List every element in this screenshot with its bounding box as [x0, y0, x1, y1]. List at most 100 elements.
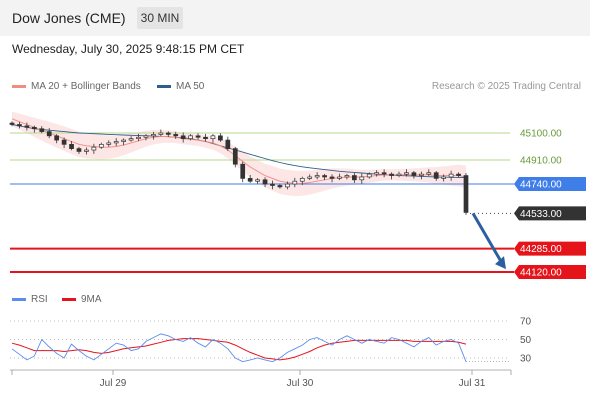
candle-body-7: [61, 139, 67, 145]
candle-body-17: [136, 136, 141, 140]
candle-body-41: [314, 175, 320, 178]
candle-body-36: [277, 185, 283, 188]
candle-1: [17, 121, 22, 129]
rsi-tick-30: 30: [520, 354, 532, 365]
candle-body-9: [76, 148, 82, 152]
candle-body-13: [106, 142, 112, 145]
candle-11: [91, 143, 97, 154]
candle-26: [203, 133, 208, 142]
candle-12: [98, 142, 104, 149]
candle-body-40: [307, 176, 313, 179]
candle-54: [411, 171, 417, 179]
candle-body-50: [381, 172, 387, 175]
legend-ma20: MA 20 + Bollinger Bands: [12, 81, 141, 92]
candle-body-34: [262, 179, 268, 185]
candle-body-49: [374, 172, 380, 175]
level-label-3: 44533.00: [520, 209, 562, 220]
candle-body-45: [344, 175, 350, 178]
candle-body-28: [218, 135, 223, 141]
candle-body-47: [359, 176, 365, 181]
candle-0: [9, 121, 15, 127]
candle-body-52: [396, 173, 402, 176]
candle-body-6: [54, 135, 60, 141]
candle-18: [143, 134, 149, 141]
candle-body-16: [128, 138, 134, 141]
candle-body-27: [210, 135, 216, 140]
candle-53: [404, 169, 409, 177]
candle-42: [322, 173, 327, 181]
candle-body-58: [441, 176, 447, 179]
level-label-1: 44910.00: [520, 155, 562, 166]
level-label-5: 44120.00: [520, 268, 562, 279]
candle-7: [61, 137, 67, 149]
candle-29: [225, 136, 231, 152]
candle-body-54: [411, 172, 417, 176]
candle-body-29: [225, 139, 231, 149]
candle-2: [24, 122, 30, 131]
candle-27: [210, 134, 216, 143]
rsi-ma-swatch-icon: [62, 298, 76, 301]
ma50-swatch-icon: [157, 85, 171, 88]
candle-59: [448, 170, 454, 181]
candle-58: [441, 174, 447, 182]
candle-body-5: [46, 131, 52, 137]
candle-body-15: [121, 139, 126, 142]
bollinger-band-area: [12, 111, 466, 197]
candle-body-35: [270, 183, 275, 186]
candle-15: [121, 138, 126, 146]
candle-body-11: [91, 146, 97, 151]
legend-rsi-ma: 9MA: [62, 294, 102, 305]
time-axis: Jul 29 Jul 30 Jul 31: [10, 369, 512, 389]
candle-17: [136, 133, 141, 142]
rsi-ma-line: [11, 338, 467, 361]
level-tag-5: [514, 265, 586, 279]
candle-body-23: [180, 135, 186, 140]
candle-31: [240, 161, 246, 183]
instrument-title: Dow Jones (CME): [12, 10, 126, 26]
candle-body-44: [337, 176, 342, 179]
level-label-0: 45100.00: [520, 129, 562, 140]
rsi-swatch-icon: [12, 298, 26, 301]
candle-6: [54, 134, 60, 144]
legend-rsi-label: RSI: [31, 294, 48, 305]
x-label-1: Jul 30: [287, 378, 314, 389]
candle-51: [389, 172, 394, 180]
candle-36: [277, 183, 283, 189]
candle-body-53: [404, 172, 409, 175]
candle-33: [255, 178, 260, 184]
level-label-4: 44285.00: [520, 244, 562, 255]
candle-25: [195, 133, 201, 140]
candle-34: [262, 177, 268, 188]
candle-8: [69, 140, 74, 151]
rsi-panel: 70 50 30: [10, 317, 532, 365]
rsi-tick-70: 70: [520, 317, 532, 328]
candle-19: [151, 131, 156, 140]
level-tag-4: [514, 241, 586, 256]
candle-body-60: [456, 173, 461, 176]
candle-body-55: [418, 173, 424, 176]
arrow-shaft: [471, 212, 504, 264]
interval-button[interactable]: 30 MIN: [137, 7, 183, 29]
candle-body-18: [143, 135, 149, 138]
candle-body-32: [247, 178, 253, 182]
candle-30: [232, 146, 238, 168]
candle-body-24: [188, 135, 193, 140]
candle-body-0: [9, 122, 15, 125]
candle-body-1: [17, 124, 22, 127]
candle-body-31: [240, 163, 246, 179]
candle-61: [463, 172, 469, 215]
level-tag-3: [514, 206, 586, 221]
candle-46: [352, 172, 357, 183]
candle-body-56: [426, 172, 432, 175]
candle-body-26: [203, 136, 208, 140]
candle-39: [299, 176, 305, 186]
candle-body-4: [39, 128, 45, 132]
candle-body-59: [448, 173, 454, 178]
rsi-line: [11, 333, 467, 363]
candle-9: [76, 146, 82, 154]
candle-body-20: [158, 132, 164, 135]
candle-43: [329, 174, 335, 183]
candle-body-19: [151, 134, 156, 137]
candle-44: [337, 173, 342, 181]
